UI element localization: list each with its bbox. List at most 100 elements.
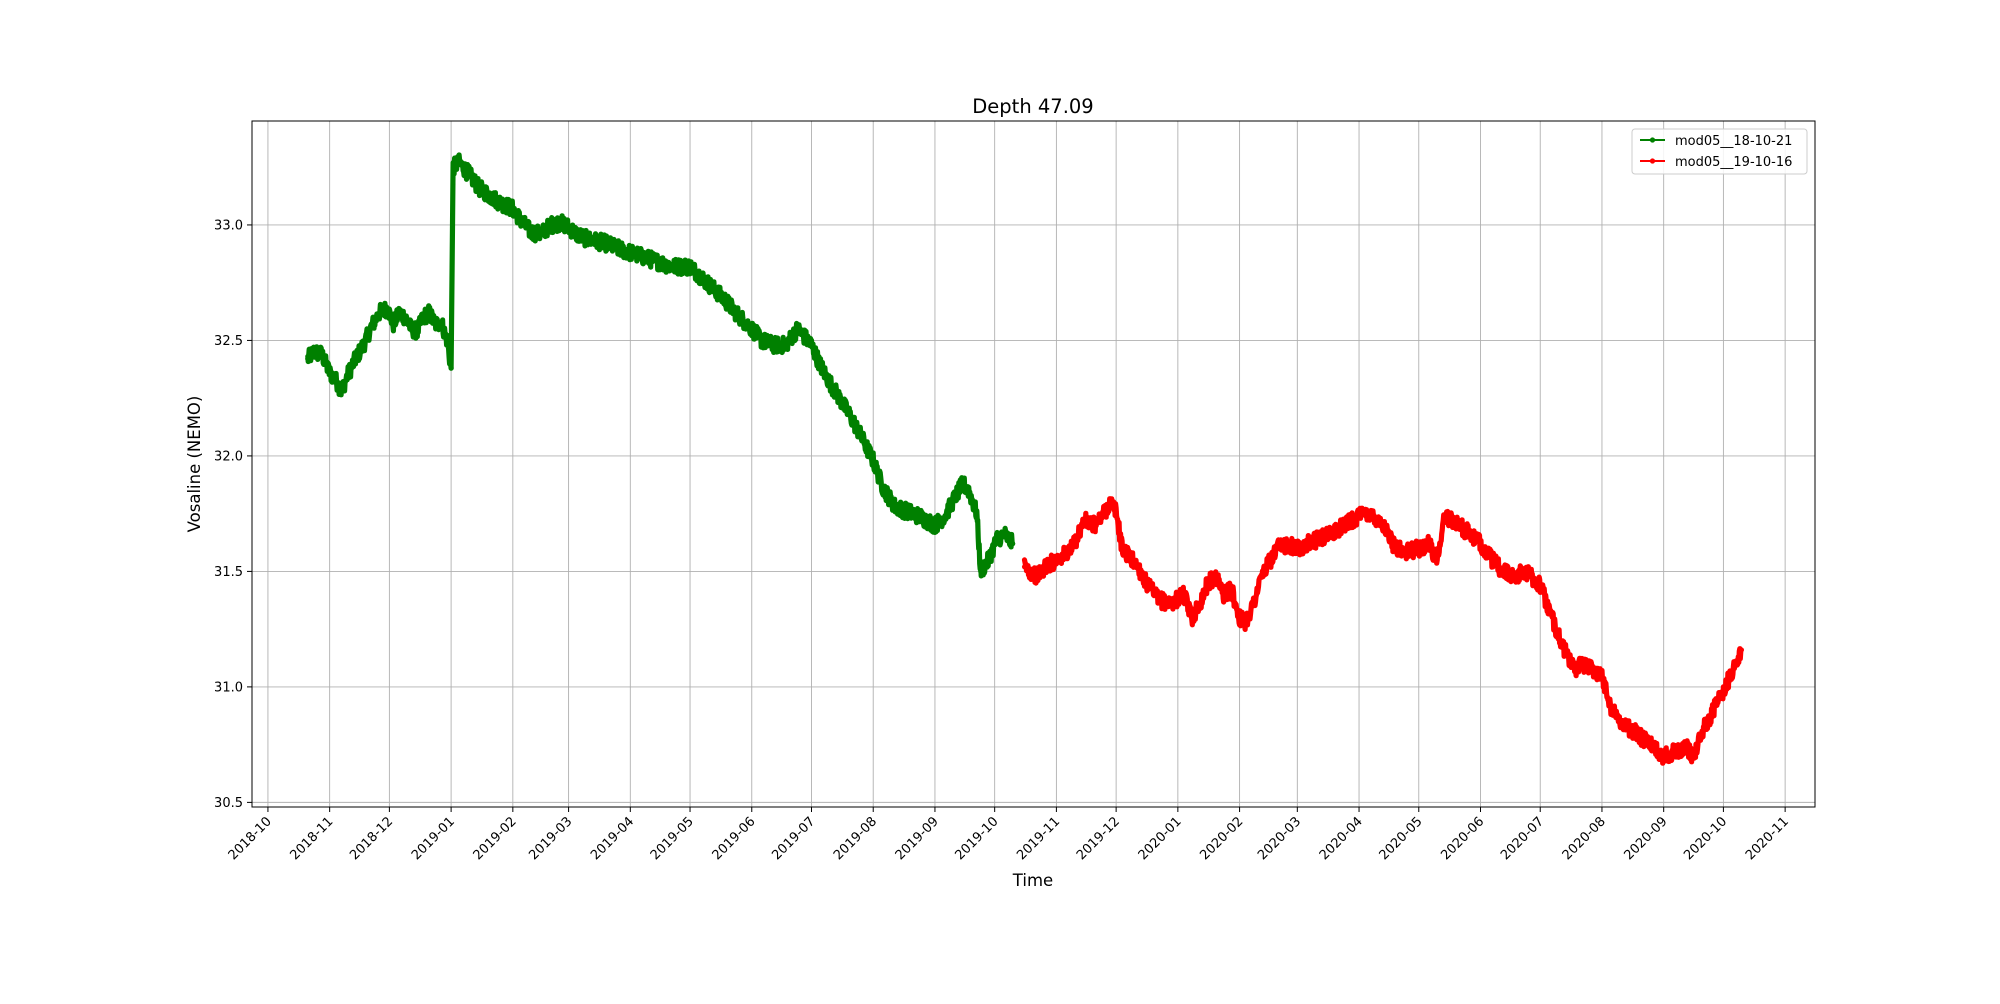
x-tick-label: 2020-10 [1681,814,1730,863]
series-0-point [709,284,715,290]
series-0-point [420,314,426,320]
series-1-point [1633,730,1639,736]
series-1-point [1442,513,1448,519]
series-0-point [697,273,703,279]
series-1-point [1045,561,1052,568]
series-1-point [1181,591,1187,598]
series-0-point [836,395,842,401]
legend-label-0: mod05__18-10-21 [1675,134,1792,149]
x-tick-label: 2019-02 [471,814,520,863]
series-1-point [1236,614,1243,621]
x-tick-label: 2018-12 [347,814,396,863]
series-0-point [759,337,765,344]
series-1-point [1091,522,1097,528]
series-0-point [360,342,367,348]
x-tick-label: 2020-01 [1136,814,1185,863]
series-0-point [593,238,600,244]
series-1-point [1547,610,1553,616]
series-1-point [1033,573,1040,579]
series-1-point [1213,573,1219,579]
series-0-point [1002,531,1008,538]
x-tick-label: 2020-06 [1438,814,1487,863]
series-1-point [1135,564,1141,570]
x-tick-label: 2020-11 [1743,814,1792,863]
series-0-point [613,245,619,251]
series-0-point [627,250,633,256]
series-layer [305,152,1744,766]
series-1-point [1730,665,1736,672]
series-0-point [426,310,432,316]
series-0-point [942,513,948,519]
series-1-point [1477,541,1484,547]
series-0-point [466,171,472,177]
series-1-point [1710,707,1717,713]
series-0-point [573,231,580,237]
series-1-point [1366,511,1372,517]
series-0-point [338,388,345,394]
legend-marker-0 [1649,137,1656,143]
x-tick-label: 2019-09 [893,814,942,863]
series-0-point [816,360,823,367]
series-0-point [892,504,898,510]
series-0-point [655,259,661,265]
series-1-point [1426,541,1432,547]
series-0-point [952,494,958,501]
series-0-point [450,164,456,170]
x-tick-label: 2020-07 [1498,814,1547,863]
series-0-point [384,305,390,311]
series-0-point [669,263,675,270]
series-0-point [496,199,502,205]
series-0-point [966,487,972,494]
x-axis-title: Time [1012,871,1053,890]
x-tick-label: 2019-03 [526,814,575,863]
series-1-point [1609,707,1615,713]
series-1-point [1571,665,1577,672]
series-1-point [1258,573,1265,579]
series-1-point [1671,748,1677,755]
y-axis-title: Vosaline (NEMO) [185,396,204,533]
series-1-point [1461,527,1468,533]
series-0-point [721,296,727,302]
series-1-point [1294,545,1300,551]
series-line-1 [1021,496,1744,766]
series-0-point [986,557,992,563]
y-tick-label: 32.5 [214,334,243,349]
series-1-point [1316,536,1322,542]
series-1-point [1434,557,1440,563]
series-1-point [1189,614,1195,621]
series-1-point [1119,545,1125,551]
series-0-point [528,229,534,235]
series-0-point [376,310,383,316]
x-tick-label: 2019-05 [648,814,697,863]
x-tick-label: 2019-06 [710,814,759,863]
legend: mod05__18-10-21 mod05__19-10-16 [1631,128,1808,175]
series-0-point [916,513,922,519]
x-axis: 2018-10 2018-11 2018-12 2019-01 2019-02 2019-… [226,807,1792,863]
series-0-point [319,351,325,357]
series-0-point [794,326,801,332]
series-0-point [333,377,339,383]
series-1-point [1537,582,1543,588]
x-tick-label: 2020-03 [1255,814,1304,863]
series-0-point [771,342,777,348]
series-0-point [390,321,396,327]
series-0-point [456,159,462,166]
series-1-point [1250,601,1257,607]
x-tick-label: 2020-04 [1317,814,1366,863]
series-1-point [1487,554,1494,561]
series-0-point [870,457,876,464]
series-1-point [1523,568,1529,575]
series-1-point [1738,647,1744,653]
series-line-0 [305,152,1016,579]
x-tick-label: 2019-07 [769,814,818,863]
series-0-point [438,319,444,325]
series-0-point [444,337,450,344]
series-1-point [1284,541,1290,547]
series-1-point [1021,564,1028,570]
series-0-point [548,222,554,228]
series-0-point [808,342,815,348]
series-1-point [1274,545,1281,551]
series-1-point [1229,587,1235,593]
x-tick-label: 2020-02 [1197,814,1246,863]
series-1-point [1698,730,1705,736]
